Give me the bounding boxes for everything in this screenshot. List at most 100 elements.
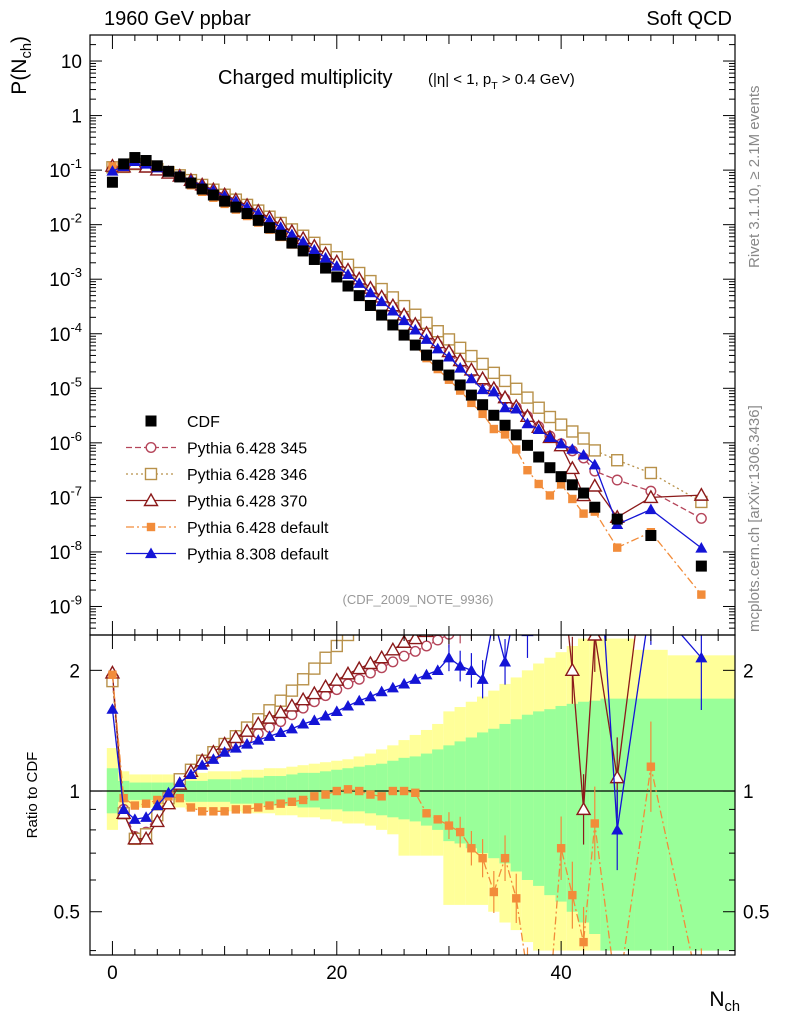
data-point bbox=[454, 361, 467, 373]
ratio-data-point bbox=[252, 734, 265, 745]
ratio-data-point bbox=[612, 499, 622, 509]
data-point bbox=[499, 401, 512, 413]
ratio-data-point bbox=[587, 635, 603, 641]
data-point bbox=[320, 262, 332, 274]
ratio-data-point bbox=[353, 673, 365, 685]
ratio-data-point bbox=[590, 819, 599, 828]
ratio-plot-marks bbox=[90, 368, 735, 1004]
legend-marker bbox=[143, 492, 159, 507]
ratio-data-point bbox=[261, 710, 278, 724]
data-point bbox=[498, 374, 512, 388]
data-point bbox=[118, 158, 130, 170]
data-point bbox=[554, 418, 568, 431]
ratio-data-point bbox=[239, 723, 255, 737]
ratio-data-point bbox=[138, 830, 154, 845]
ratio-data-point bbox=[409, 673, 422, 684]
ratio-data-point bbox=[411, 788, 420, 797]
data-point bbox=[512, 445, 521, 454]
data-point bbox=[364, 299, 376, 311]
ratio-data-point bbox=[275, 716, 287, 728]
ratio-data-point bbox=[250, 716, 266, 730]
chart-title-cuts: (|η| < 1, pT > 0.4 GeV) bbox=[428, 71, 575, 92]
ratio-data-point bbox=[241, 738, 254, 749]
y-tick-label: 10-1 bbox=[49, 156, 82, 182]
data-point bbox=[521, 439, 533, 451]
data-point bbox=[286, 237, 298, 249]
ratio-data-point bbox=[512, 894, 521, 903]
band-green-segment bbox=[499, 723, 511, 864]
data-point bbox=[564, 460, 581, 475]
data-point bbox=[521, 417, 534, 429]
data-point bbox=[695, 560, 707, 572]
data-point bbox=[353, 290, 365, 302]
ratio-series-p8def bbox=[106, 594, 708, 871]
band-green-segment bbox=[286, 774, 298, 806]
ratio-data-point bbox=[556, 545, 566, 555]
ratio-data-point bbox=[341, 635, 355, 642]
ratio-data-point bbox=[695, 651, 708, 663]
ratio-data-point bbox=[331, 684, 343, 696]
band-green-segment bbox=[488, 728, 500, 859]
data-point bbox=[151, 160, 163, 172]
y-tick-label: 10-4 bbox=[49, 320, 82, 346]
ratio-data-point bbox=[265, 801, 274, 810]
data-point bbox=[577, 448, 590, 460]
legend-entry-p6def: Pythia 6.428 default bbox=[126, 520, 329, 537]
data-point bbox=[566, 443, 579, 454]
reference-label: (CDF_2009_NOTE_9936) bbox=[342, 592, 493, 607]
ratio-data-point bbox=[332, 786, 341, 796]
y-tick-label: 10-3 bbox=[49, 265, 82, 291]
ratio-data-point bbox=[342, 699, 354, 711]
data-point bbox=[532, 401, 545, 414]
data-point bbox=[442, 333, 456, 346]
ratio-data-point bbox=[500, 853, 510, 863]
data-point bbox=[375, 295, 388, 307]
ratio-data-point bbox=[510, 594, 522, 605]
legend-entry-p345: Pythia 6.428 345 bbox=[126, 441, 307, 458]
ratio-data-point bbox=[162, 786, 175, 798]
ratio-data-point bbox=[611, 823, 624, 835]
legend-marker bbox=[144, 467, 158, 481]
ratio-data-point bbox=[295, 691, 311, 706]
data-point bbox=[611, 513, 623, 525]
data-point bbox=[587, 478, 603, 492]
data-point bbox=[533, 451, 545, 463]
data-point bbox=[500, 430, 510, 439]
data-point bbox=[645, 530, 657, 542]
ratio-data-point bbox=[173, 776, 186, 788]
ratio-data-point bbox=[388, 786, 398, 796]
ratio-data-point bbox=[697, 435, 707, 445]
ratio-data-point bbox=[476, 673, 489, 684]
data-point bbox=[532, 423, 545, 435]
data-point bbox=[579, 509, 588, 518]
data-point bbox=[487, 385, 500, 397]
ratio-data-point bbox=[442, 651, 455, 663]
ratio-data-point bbox=[399, 572, 410, 583]
ratio-data-point bbox=[488, 474, 499, 485]
band-green-segment bbox=[465, 737, 477, 849]
ratio-data-point bbox=[523, 970, 531, 978]
data-point bbox=[319, 251, 332, 263]
ratio-data-point bbox=[284, 698, 300, 712]
legend-label: Pythia 6.428 default bbox=[187, 520, 329, 537]
data-point bbox=[521, 391, 534, 404]
main-plot-marks bbox=[104, 152, 710, 599]
legend-entry-p8def: Pythia 8.308 default bbox=[126, 547, 329, 564]
ratio-data-point bbox=[589, 368, 600, 379]
legend-label: Pythia 6.428 370 bbox=[187, 494, 307, 511]
data-point bbox=[510, 402, 523, 414]
band-green-segment bbox=[308, 772, 320, 808]
ratio-data-point bbox=[373, 649, 390, 664]
band-green-segment bbox=[667, 698, 735, 951]
ratio-data-point bbox=[186, 803, 196, 812]
ratio-data-point bbox=[455, 623, 465, 633]
data-point bbox=[555, 437, 568, 449]
ratio-data-point bbox=[209, 807, 218, 816]
ratio-data-point bbox=[467, 617, 477, 627]
ratio-data-point bbox=[697, 996, 705, 1004]
axes bbox=[89, 34, 736, 956]
ratio-data-point bbox=[274, 726, 287, 738]
ratio-data-point bbox=[532, 566, 545, 578]
legend-entry-p346: Pythia 6.428 346 bbox=[126, 467, 307, 484]
data-point bbox=[693, 487, 710, 501]
